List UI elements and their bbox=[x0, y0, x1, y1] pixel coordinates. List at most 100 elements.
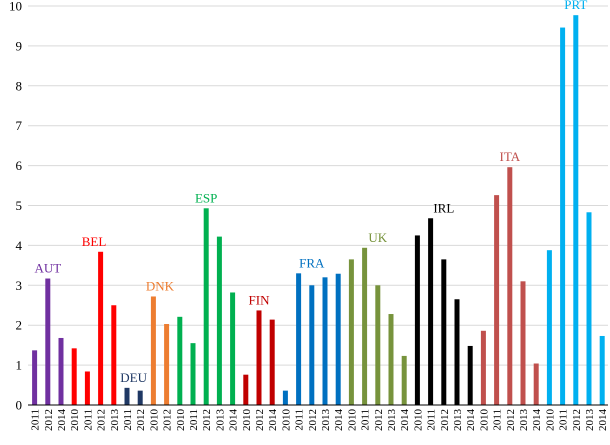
y-tick-label: 5 bbox=[16, 198, 23, 213]
x-tick-label: 2014 bbox=[465, 409, 477, 432]
gridlines bbox=[28, 5, 608, 366]
y-axis-ticks: 0 1 2 3 4 5 6 7 8 9 10 bbox=[9, 0, 23, 413]
group-label-uk: UK bbox=[368, 230, 387, 245]
y-tick-label: 0 bbox=[16, 398, 23, 413]
x-tick-label: 2010 bbox=[478, 409, 490, 432]
x-tick-label: 2013 bbox=[452, 409, 464, 432]
x-tick-label: 2012 bbox=[162, 409, 174, 431]
bar-esp-2011 bbox=[190, 343, 196, 405]
group-label-esp: ESP bbox=[195, 190, 217, 205]
x-tick-label: 2010 bbox=[148, 409, 160, 432]
bar-deu-2011 bbox=[124, 387, 130, 405]
x-tick-label: 2013 bbox=[518, 409, 530, 432]
x-tick-label: 2010 bbox=[69, 409, 81, 432]
group-label-irl: IRL bbox=[433, 200, 454, 215]
y-tick-label: 7 bbox=[16, 118, 23, 133]
bar-esp-2012 bbox=[203, 208, 209, 405]
x-tick-label: 2014 bbox=[228, 409, 240, 432]
x-tick-label: 2012 bbox=[254, 409, 266, 431]
group-label-fin: FIN bbox=[249, 292, 271, 307]
bar-prt-2011 bbox=[560, 27, 566, 406]
group-label-bel: BEL bbox=[82, 234, 107, 249]
bar-uk-2011 bbox=[362, 247, 368, 405]
y-tick-label: 10 bbox=[9, 0, 22, 14]
y-tick-label: 3 bbox=[16, 278, 23, 293]
bar-prt-2012 bbox=[573, 15, 579, 406]
bar-ita-2010 bbox=[480, 330, 486, 405]
x-tick-label: 2014 bbox=[597, 409, 609, 432]
x-tick-label: 2011 bbox=[294, 409, 306, 431]
bar-fra-2011 bbox=[296, 273, 302, 405]
y-tick-label: 2 bbox=[16, 318, 23, 333]
x-tick-label: 2014 bbox=[333, 409, 345, 432]
x-tick-label: 2012 bbox=[96, 409, 108, 431]
x-tick-label: 2012 bbox=[201, 409, 213, 431]
x-tick-label: 2014 bbox=[56, 409, 68, 432]
x-tick-label: 2013 bbox=[320, 409, 332, 432]
x-tick-label: 2010 bbox=[280, 409, 292, 432]
bar-uk-2010 bbox=[348, 259, 354, 405]
x-tick-label: 2014 bbox=[267, 409, 279, 432]
bar-bel-2010 bbox=[71, 348, 77, 405]
bar-fra-2013 bbox=[322, 277, 328, 405]
bar-aut-2014 bbox=[58, 337, 64, 405]
bar-prt-2014 bbox=[599, 335, 605, 405]
x-tick-label: 2012 bbox=[43, 409, 55, 431]
x-tick-label: 2012 bbox=[135, 409, 147, 431]
x-tick-label: 2010 bbox=[346, 409, 358, 432]
x-tick-label: 2012 bbox=[373, 409, 385, 431]
x-tick-label: 2012 bbox=[505, 409, 517, 431]
bar-fin-2014 bbox=[269, 319, 275, 405]
x-tick-label: 2011 bbox=[122, 409, 134, 431]
x-tick-label: 2010 bbox=[241, 409, 253, 432]
bar-esp-2013 bbox=[216, 236, 222, 405]
x-tick-label: 2011 bbox=[30, 409, 42, 431]
bar-fra-2014 bbox=[335, 273, 341, 405]
x-tick-label: 2011 bbox=[82, 409, 94, 431]
y-tick-label: 1 bbox=[16, 358, 23, 373]
y-tick-label: 6 bbox=[16, 158, 23, 173]
group-label-ita: ITA bbox=[499, 149, 520, 164]
group-label-prt: PRT bbox=[564, 0, 587, 12]
bar-prt-2013 bbox=[586, 212, 592, 405]
bar-bel-2013 bbox=[111, 305, 117, 405]
bar-dnk-2010 bbox=[150, 296, 156, 405]
x-tick-label: 2013 bbox=[214, 409, 226, 432]
x-tick-label: 2012 bbox=[571, 409, 583, 431]
x-axis-ticks: 2011 2012 2014 2010 2011 2012 2013 2011 2012 2010… bbox=[30, 409, 610, 432]
x-tick-label: 2011 bbox=[558, 409, 570, 431]
x-tick-label: 2011 bbox=[426, 409, 438, 431]
bar-irl-2012 bbox=[441, 259, 447, 405]
x-tick-label: 2013 bbox=[584, 409, 596, 432]
group-label-deu: DEU bbox=[120, 370, 147, 385]
x-tick-label: 2013 bbox=[109, 409, 121, 432]
x-tick-label: 2011 bbox=[492, 409, 504, 431]
y-tick-label: 4 bbox=[16, 238, 23, 253]
bar-irl-2013 bbox=[454, 299, 460, 405]
bar-fra-2010 bbox=[282, 390, 288, 405]
x-tick-label: 2011 bbox=[360, 409, 372, 431]
bar-dnk-2012 bbox=[164, 324, 170, 405]
x-tick-label: 2010 bbox=[412, 409, 424, 432]
x-tick-label: 2014 bbox=[399, 409, 411, 432]
group-labels: AUT BEL DEU DNK ESP FIN FRA UK IRL ITA PRT bbox=[34, 0, 587, 385]
bar-aut-2011 bbox=[32, 350, 38, 405]
bar-deu-2012 bbox=[137, 390, 143, 405]
bar-irl-2014 bbox=[467, 345, 473, 405]
x-tick-label: 2012 bbox=[307, 409, 319, 431]
bar-aut-2012 bbox=[45, 278, 51, 405]
bar-ita-2011 bbox=[494, 195, 500, 405]
group-label-aut: AUT bbox=[34, 261, 61, 276]
bar-ita-2013 bbox=[520, 281, 526, 405]
bars bbox=[32, 15, 605, 406]
bar-prt-2010 bbox=[546, 250, 552, 405]
bar-uk-2014 bbox=[401, 355, 407, 405]
bar-uk-2012 bbox=[375, 285, 381, 405]
y-tick-label: 9 bbox=[16, 38, 23, 53]
x-tick-label: 2014 bbox=[531, 409, 543, 432]
group-label-dnk: DNK bbox=[146, 278, 175, 293]
bar-bel-2012 bbox=[98, 251, 104, 405]
bar-fin-2012 bbox=[256, 310, 262, 405]
y-tick-label: 8 bbox=[16, 78, 23, 93]
